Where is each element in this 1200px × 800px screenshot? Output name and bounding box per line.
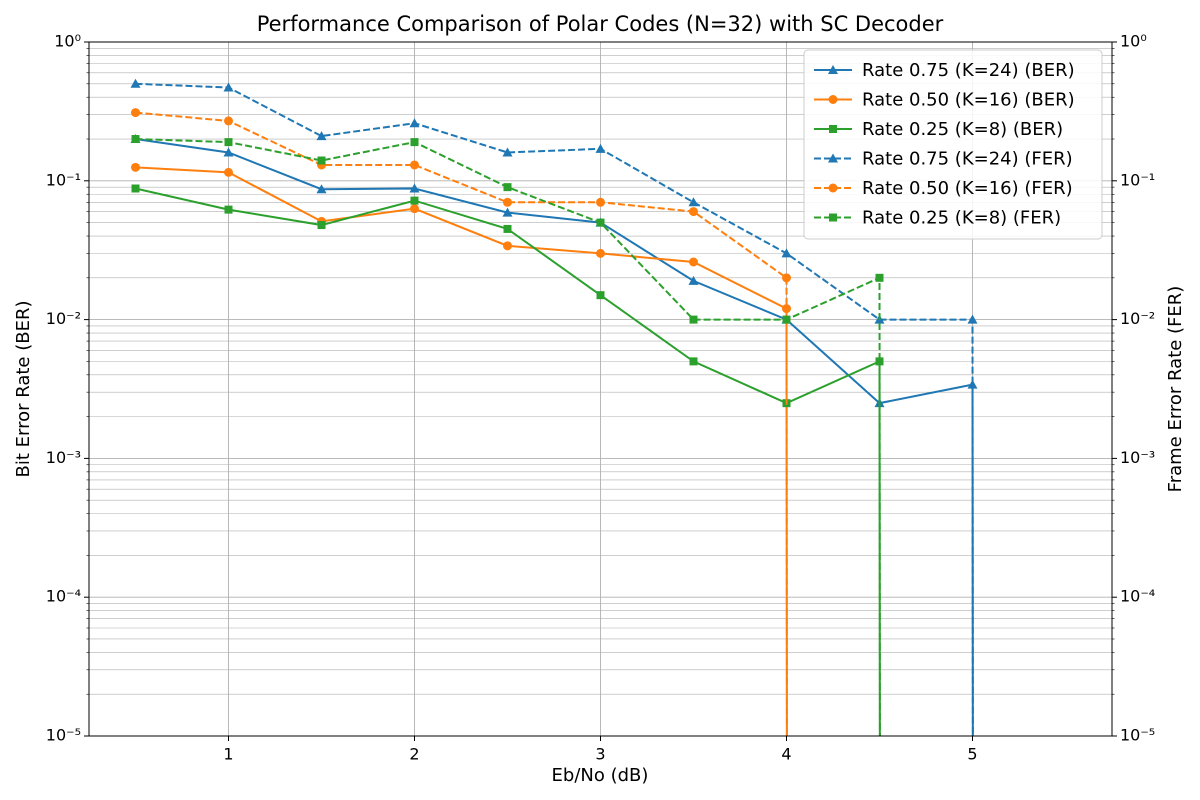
legend: Rate 0.75 (K=24) (BER) Rate 0.50 (K=16) (… (803, 49, 1103, 240)
marker (224, 205, 233, 214)
legend-label: Rate 0.50 (K=16) (FER) (862, 178, 1073, 199)
marker (689, 357, 698, 366)
chart-title: Performance Comparison of Polar Codes (N… (257, 12, 944, 36)
plot-frame (88, 41, 1113, 737)
x-tick-label: 4 (781, 745, 791, 764)
marker (781, 248, 792, 258)
marker (503, 224, 512, 233)
marker (317, 156, 326, 165)
legend-marker (829, 213, 837, 222)
marker (131, 135, 140, 144)
legend-marker (828, 65, 838, 74)
marker (224, 167, 233, 177)
y2-tick-label: 10⁰ (1120, 32, 1147, 51)
marker (595, 143, 606, 153)
marker (596, 248, 605, 258)
marker (503, 197, 512, 207)
legend-marker (828, 183, 838, 193)
y-tick-label: 10⁻¹ (46, 170, 81, 189)
y2-tick-label: 10⁻³ (1120, 448, 1155, 467)
marker (503, 241, 512, 251)
marker (131, 108, 140, 118)
legend-marker (828, 95, 838, 104)
marker (875, 273, 884, 282)
x-tick-label: 3 (595, 745, 605, 764)
y-tick-label: 10⁻² (46, 309, 81, 328)
x-tick-label: 5 (967, 745, 977, 764)
y2-tick-label: 10⁻¹ (1120, 170, 1155, 189)
marker (689, 257, 698, 267)
legend-label: Rate 0.25 (K=8) (FER) (862, 208, 1061, 229)
marker (224, 138, 233, 147)
marker (131, 162, 140, 172)
marker (502, 147, 513, 157)
y-tick-label: 10⁰ (54, 32, 81, 51)
marker (409, 183, 420, 193)
y-axis-label: Bit Error Rate (BER) (13, 301, 34, 478)
marker (130, 78, 141, 88)
legend-marker (829, 125, 837, 133)
marker (967, 379, 978, 389)
y2-tick-label: 10⁻² (1120, 309, 1155, 328)
y-tick-label: 10⁻⁵ (46, 726, 81, 745)
marker (409, 118, 420, 128)
x-tick-label: 1 (223, 745, 233, 764)
legend-box (803, 49, 1103, 240)
legend-marker (828, 153, 838, 163)
y2-tick-label: 10⁻⁵ (1120, 726, 1155, 745)
legend-label: Rate 0.75 (K=24) (FER) (862, 149, 1073, 170)
x-axis-label: Eb/No (dB) (552, 765, 649, 786)
legend-label: Rate 0.25 (K=8) (BER) (862, 119, 1063, 140)
marker (688, 275, 699, 285)
marker (410, 160, 419, 170)
marker (316, 131, 327, 141)
marker (596, 197, 605, 207)
marker (596, 218, 605, 227)
marker (316, 184, 327, 194)
marker (410, 204, 419, 214)
marker (224, 116, 233, 126)
marker (503, 183, 512, 192)
marker (223, 82, 234, 92)
y2-tick-label: 10⁻⁴ (1120, 587, 1155, 606)
marker (410, 138, 419, 147)
marker (223, 147, 234, 157)
marker (131, 184, 140, 193)
marker (688, 197, 699, 207)
legend-label: Rate 0.75 (K=24) (BER) (862, 60, 1075, 81)
marker (317, 221, 326, 230)
marker (596, 291, 605, 300)
marker (689, 315, 698, 324)
marker (410, 196, 419, 205)
y-tick-label: 10⁻³ (46, 448, 81, 467)
marker (689, 207, 698, 217)
marker (967, 314, 978, 324)
marker (875, 357, 884, 366)
plot-area (130, 78, 978, 736)
marker (782, 273, 791, 283)
x-tick-label: 2 (409, 745, 419, 764)
y2-axis-label: Frame Error Rate (FER) (1165, 286, 1186, 493)
legend-label: Rate 0.50 (K=16) (BER) (862, 90, 1075, 111)
marker (782, 315, 791, 324)
marker (502, 207, 513, 217)
y-tick-label: 10⁻⁴ (46, 587, 81, 606)
